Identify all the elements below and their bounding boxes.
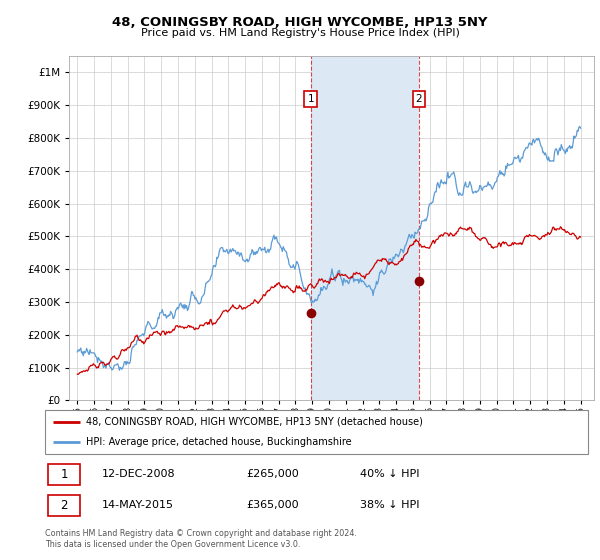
Text: Contains HM Land Registry data © Crown copyright and database right 2024.
This d: Contains HM Land Registry data © Crown c… <box>45 529 357 549</box>
FancyBboxPatch shape <box>48 464 80 485</box>
Text: 48, CONINGSBY ROAD, HIGH WYCOMBE, HP13 5NY: 48, CONINGSBY ROAD, HIGH WYCOMBE, HP13 5… <box>112 16 488 29</box>
FancyBboxPatch shape <box>48 494 80 516</box>
Text: HPI: Average price, detached house, Buckinghamshire: HPI: Average price, detached house, Buck… <box>86 437 352 447</box>
Text: 2: 2 <box>60 498 68 512</box>
Text: £365,000: £365,000 <box>246 500 299 510</box>
Text: 38% ↓ HPI: 38% ↓ HPI <box>360 500 419 510</box>
Text: 48, CONINGSBY ROAD, HIGH WYCOMBE, HP13 5NY (detached house): 48, CONINGSBY ROAD, HIGH WYCOMBE, HP13 5… <box>86 417 422 427</box>
Text: Price paid vs. HM Land Registry's House Price Index (HPI): Price paid vs. HM Land Registry's House … <box>140 28 460 38</box>
Text: 40% ↓ HPI: 40% ↓ HPI <box>360 469 419 479</box>
Bar <box>311 56 419 400</box>
Text: 12-DEC-2008: 12-DEC-2008 <box>102 469 176 479</box>
FancyBboxPatch shape <box>45 410 588 454</box>
Text: £265,000: £265,000 <box>246 469 299 479</box>
Text: 14-MAY-2015: 14-MAY-2015 <box>102 500 174 510</box>
Text: 1: 1 <box>308 94 314 104</box>
Text: 1: 1 <box>60 468 68 481</box>
Text: 2: 2 <box>416 94 422 104</box>
